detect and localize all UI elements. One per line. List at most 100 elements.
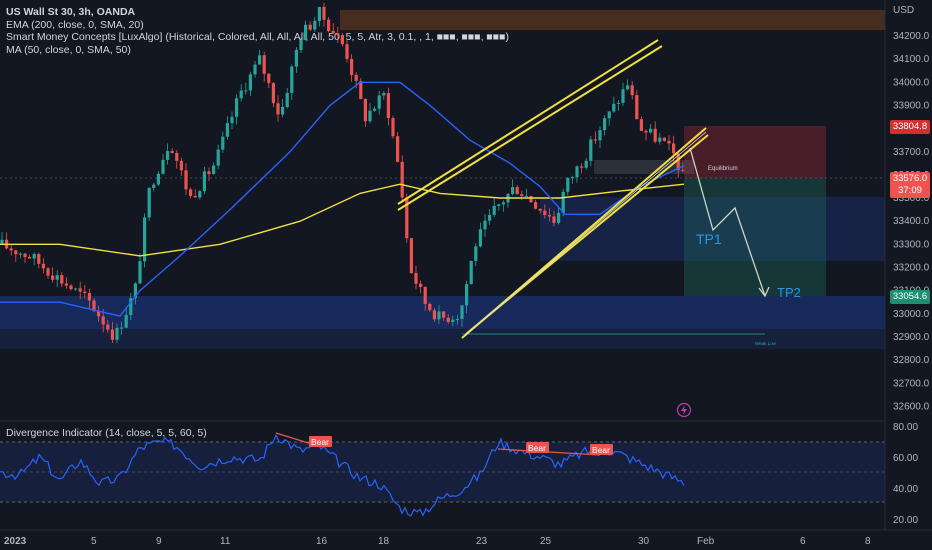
target-price-tag: 33054.6 <box>890 290 930 304</box>
candle-body <box>373 108 377 111</box>
candle-body <box>538 208 542 211</box>
ma-legend[interactable]: MA (50, close, 0, SMA, 50) <box>6 44 131 56</box>
candle-body <box>612 103 616 112</box>
candle-body <box>644 130 648 133</box>
time-tick[interactable]: 6 <box>800 536 806 547</box>
time-tick[interactable]: 30 <box>638 536 650 547</box>
candle-body <box>281 106 285 115</box>
time-tick[interactable]: 5 <box>91 536 97 547</box>
price-tick: 33300.0 <box>893 239 930 250</box>
smc-legend[interactable]: Smart Money Concepts [LuxAlgo] (Historic… <box>6 31 509 43</box>
time-tick[interactable]: Feb <box>697 536 715 547</box>
candle-body <box>253 64 257 75</box>
candle-body <box>87 292 91 301</box>
ema-200-line <box>0 183 685 257</box>
candle-body <box>501 202 505 205</box>
ascending-channel <box>397 39 709 339</box>
candle-body <box>212 165 216 175</box>
candle-body <box>667 140 671 144</box>
candle-body <box>460 305 464 320</box>
candle-body <box>465 284 469 306</box>
symbol-title: US Wall St 30, 3h, OANDA <box>6 6 136 18</box>
svg-text:Bear: Bear <box>528 443 546 453</box>
candle-body <box>322 6 326 20</box>
oscillator-tick-labels: 80.00 60.00 40.00 20.00 <box>893 422 918 526</box>
lightning-icon[interactable] <box>676 402 692 418</box>
candle-body <box>626 85 630 90</box>
candle-body <box>290 66 294 93</box>
candle-body <box>511 187 515 194</box>
projection-arrowhead <box>758 286 770 298</box>
candle-body <box>368 110 372 122</box>
candle-body <box>552 216 556 223</box>
candle-body <box>681 170 685 172</box>
candle-body <box>216 149 220 166</box>
candle-body <box>437 311 441 320</box>
candle-body <box>60 275 64 284</box>
candle-body <box>138 261 142 284</box>
candle-body <box>230 116 234 124</box>
oscillator-tick: 20.00 <box>893 515 918 526</box>
candle-body <box>235 98 239 117</box>
demand-zone-lower <box>0 329 885 349</box>
candle-body <box>428 303 432 311</box>
time-tick[interactable]: 8 <box>865 536 871 547</box>
candle-body <box>492 205 496 215</box>
time-tick-labels[interactable]: 2023 5 9 11 16 18 23 25 30 Feb 6 8 <box>4 536 871 547</box>
ema-legend[interactable]: EMA (200, close, 0, SMA, 20) <box>6 19 144 31</box>
candle-body <box>350 58 354 75</box>
candle-body <box>575 166 579 178</box>
candle-body <box>607 111 611 119</box>
candle-body <box>354 74 358 81</box>
oscillator-band <box>0 442 885 502</box>
candle-body <box>115 327 119 340</box>
time-tick[interactable]: 18 <box>378 536 390 547</box>
price-tick: 33000.0 <box>893 309 930 320</box>
time-tick[interactable]: 23 <box>476 536 488 547</box>
candle-body <box>391 118 395 137</box>
candle-body <box>92 300 96 311</box>
price-tick: 32600.0 <box>893 401 930 412</box>
candle-body <box>179 160 183 171</box>
candle-body <box>488 214 492 221</box>
candle-body <box>64 283 68 286</box>
weak-low-label: Weak Low <box>755 341 777 346</box>
price-tick-labels: 34200.034100.034000.033900.033800.033700… <box>893 31 930 412</box>
candle-body <box>258 55 262 65</box>
candle-body <box>184 170 188 190</box>
time-tick[interactable]: 2023 <box>4 536 27 547</box>
time-tick[interactable]: 9 <box>156 536 162 547</box>
countdown-tag: 37:09 <box>890 184 930 198</box>
divergence-legend[interactable]: Divergence Indicator (14, close, 5, 5, 6… <box>6 427 207 439</box>
candle-body <box>396 136 400 162</box>
candle-body <box>202 171 206 192</box>
candle-body <box>262 55 266 74</box>
candle-body <box>9 248 13 251</box>
bear-label-1: Bear <box>309 436 332 447</box>
price-tick: 34200.0 <box>893 31 930 42</box>
price-axis[interactable] <box>885 0 932 550</box>
candle-body <box>156 173 160 185</box>
candle-body <box>336 33 340 36</box>
stop-price-tag: 33804.8 <box>890 120 930 134</box>
time-tick[interactable]: 11 <box>220 536 231 547</box>
candles-layer <box>0 2 685 344</box>
candle-body <box>363 98 367 122</box>
price-tick: 32900.0 <box>893 332 930 343</box>
target-zone <box>684 178 826 296</box>
time-tick[interactable]: 16 <box>316 536 328 547</box>
candle-body <box>635 95 639 120</box>
candle-body <box>359 80 363 99</box>
candle-body <box>147 187 151 218</box>
candle-body <box>207 171 211 175</box>
candle-body <box>244 90 248 92</box>
time-tick[interactable]: 25 <box>540 536 552 547</box>
candle-body <box>446 317 450 322</box>
candle-body <box>78 288 82 292</box>
candle-body <box>18 253 22 255</box>
candle-body <box>405 197 409 239</box>
svg-text:Bear: Bear <box>592 445 610 455</box>
candle-body <box>524 196 528 198</box>
candle-body <box>101 316 105 325</box>
